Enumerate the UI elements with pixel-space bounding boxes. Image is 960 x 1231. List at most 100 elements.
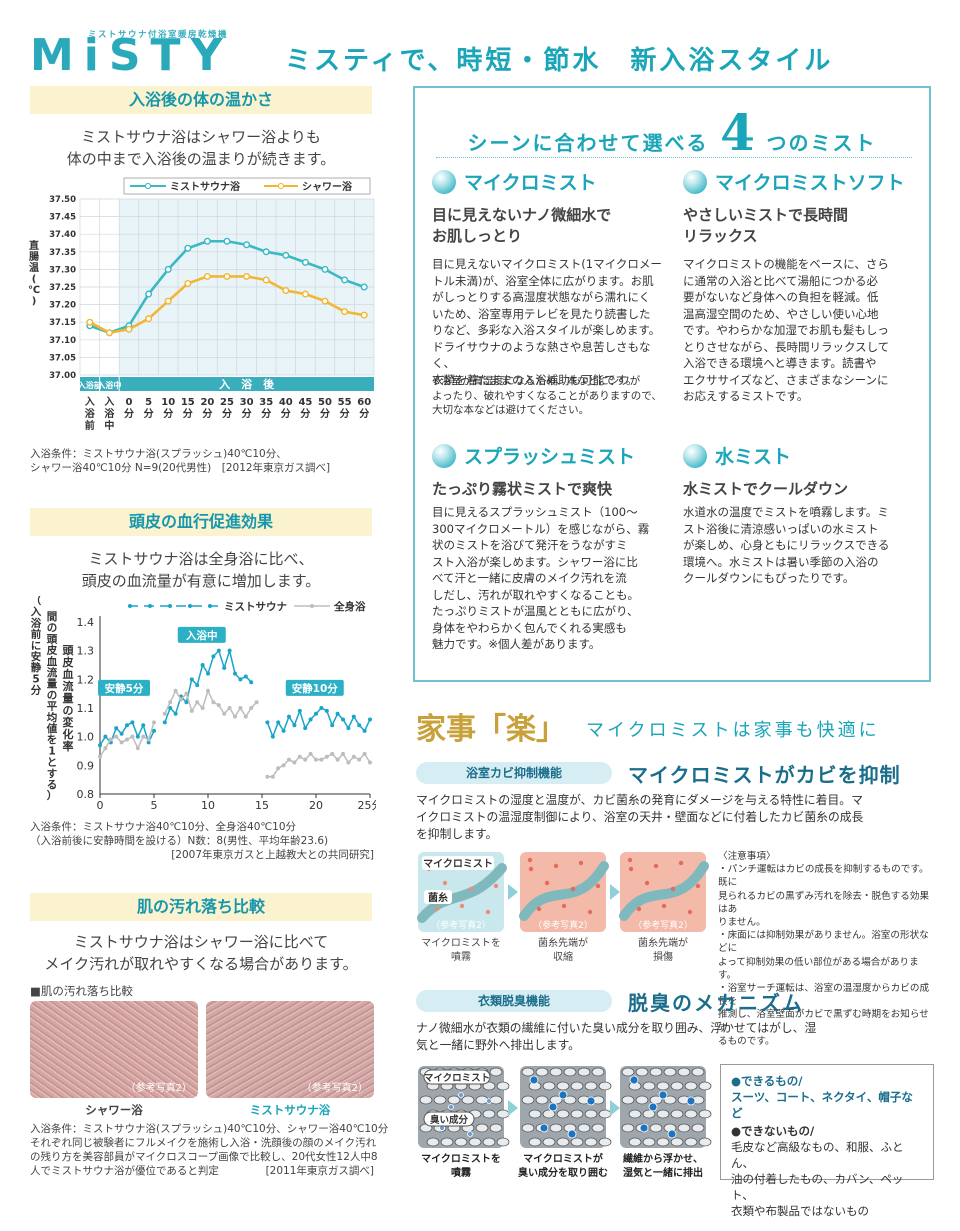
fiber-weave <box>556 1137 570 1147</box>
mist-soft-body-line: 温高湿空間のため、やさしい使い心地 <box>683 306 879 321</box>
odor-particle <box>648 1102 658 1112</box>
fiber-weave <box>635 1095 649 1105</box>
odor-caption-1: マイクロミストを <box>421 1153 501 1165</box>
mist-micro-body-line: ドライサウナのような熱さや息苦しさもなく、 <box>432 339 651 371</box>
fiber-weave <box>656 1137 670 1147</box>
mold-note-line: ・浴室サーチ運転は、浴室の温湿度からカビの成長を <box>718 983 930 1008</box>
data-point <box>227 648 232 653</box>
scalp-note-1: 入浴条件：ミストサウナ浴40℃10分、全身浴40℃10分 <box>30 821 297 833</box>
skin-caption-mist: ミストサウナ浴 <box>249 1103 331 1117</box>
mold-notes: 〈注意事項〉 ・パンチ運転はカビの成長を抑制するものです。既に 見られるカビの黒ずみ… <box>718 850 936 1048</box>
skin-note-3: の残り方を美容部員がマイクロスコープ画像で比較し、20代女性12人中8 <box>30 1151 378 1163</box>
mist-soft-body-line: とりさせながら、長時間リラックスして <box>683 339 890 354</box>
data-point <box>173 711 178 716</box>
mist-droplet <box>578 860 584 866</box>
odor-body: ナノ微細水が衣類の繊維に付いた臭い成分を取り囲み、浮かせてはがし、湿 気と一緒に野… <box>416 1020 936 1054</box>
mist-water-body: 水道水の温度でミストを噴霧します。ミ スト浴後に清涼感いっぱいの水ミスト が楽しめ、… <box>683 504 919 587</box>
odor-particle <box>467 1131 473 1137</box>
chores-title: 家事「楽」 <box>416 712 566 747</box>
fiber-weave <box>468 1137 482 1147</box>
x-tick-label: 5 <box>151 799 158 812</box>
data-point <box>105 329 113 337</box>
data-point <box>164 297 172 305</box>
mold-caption-2: 噴霧 <box>451 951 471 963</box>
fiber-weave <box>542 1081 556 1091</box>
data-point <box>130 720 135 725</box>
warmth-heading: 入浴後の体の温かさ <box>30 86 372 114</box>
legend-marker <box>168 604 172 608</box>
mold-caption-1: マイクロミストを <box>421 937 501 949</box>
mists-title-post: つのミスト <box>766 131 877 155</box>
y-tick-label: 37.50 <box>49 195 76 205</box>
photo-note: （参考写真2） <box>533 919 593 931</box>
mist-droplet <box>434 906 440 912</box>
mist-droplet <box>536 906 542 912</box>
data-point <box>211 700 216 705</box>
data-point <box>346 726 351 731</box>
fiber-weave <box>635 1067 649 1077</box>
fiber-weave <box>426 1137 440 1147</box>
data-point <box>233 714 237 719</box>
skin-heading: 肌の汚れ落ち比較 <box>30 893 372 921</box>
data-point <box>103 734 108 739</box>
fiber-weave <box>649 1067 663 1077</box>
data-point <box>321 265 329 273</box>
mist-soft-name: マイクロミストソフト <box>715 172 905 194</box>
x-tick-label: 15 分 <box>181 397 195 420</box>
data-point <box>308 717 313 722</box>
mist-micro-note-line: 大切な本などは避けてください。 <box>432 404 590 416</box>
fiber-weave <box>670 1109 684 1119</box>
fiber-weave <box>521 1067 535 1077</box>
fiber-weave <box>663 1095 677 1105</box>
data-point <box>238 706 243 710</box>
x-tick-label: 50 分 <box>318 397 332 420</box>
data-point <box>152 728 156 733</box>
fiber-weave <box>556 1081 570 1091</box>
mists-title-underline <box>436 157 912 158</box>
fiber-weave <box>591 1123 605 1133</box>
odor-ng-line-2: 油の付着したもの、カバン、ペット、 <box>731 1172 904 1202</box>
fiber-weave <box>698 1109 712 1119</box>
data-point <box>162 711 167 716</box>
data-point <box>360 311 368 319</box>
data-point <box>216 703 221 708</box>
legend-marker <box>277 182 285 190</box>
fiber-weave <box>677 1123 691 1133</box>
mist-micro-body-line: いため、浴室専用テレビを見たり読書した <box>432 306 651 321</box>
data-point <box>222 711 227 716</box>
mist-micro-name: マイクロミスト <box>464 172 597 194</box>
data-point <box>330 751 335 756</box>
fiber-weave <box>677 1067 691 1077</box>
data-point <box>162 720 167 725</box>
scalp-note-3: [2007年東京ガスと上越教大との共同研究] <box>171 849 374 861</box>
data-point <box>119 740 124 745</box>
chores-subtitle: マイクロミストは家事も快適に <box>586 720 880 741</box>
data-point <box>216 648 221 653</box>
warmth-lead-1: ミストサウナ浴はシャワー浴よりも <box>81 128 321 146</box>
data-point <box>330 723 335 728</box>
fiber-weave <box>482 1137 496 1147</box>
label-rest5: 安静5分 <box>105 682 144 695</box>
data-point <box>146 737 151 742</box>
fiber-weave <box>656 1081 670 1091</box>
data-point <box>195 700 200 705</box>
logo: ミストサウナ付浴室暖房乾燥機 MiSTY <box>30 24 270 81</box>
mist-micro-note-line: よったり、破れやすくなることがありますので、 <box>432 389 662 402</box>
odor-caption-2: 噴霧 <box>451 1166 472 1179</box>
fiber-weave <box>549 1123 563 1133</box>
data-point <box>249 680 254 685</box>
data-point <box>108 737 113 742</box>
y-tick-label: 37.30 <box>49 265 76 275</box>
mist-soft-sub-2: リラックス <box>683 227 758 245</box>
fiber-weave <box>496 1137 510 1147</box>
fiber-weave <box>542 1137 556 1147</box>
label-rest5-bg <box>98 679 150 696</box>
y-tick-label: 1.0 <box>77 731 95 744</box>
data-point <box>292 760 297 765</box>
data-point <box>276 720 281 725</box>
fiber-weave <box>563 1067 577 1077</box>
data-point <box>195 683 200 688</box>
odor-particle <box>667 1129 677 1139</box>
data-point <box>270 774 275 779</box>
